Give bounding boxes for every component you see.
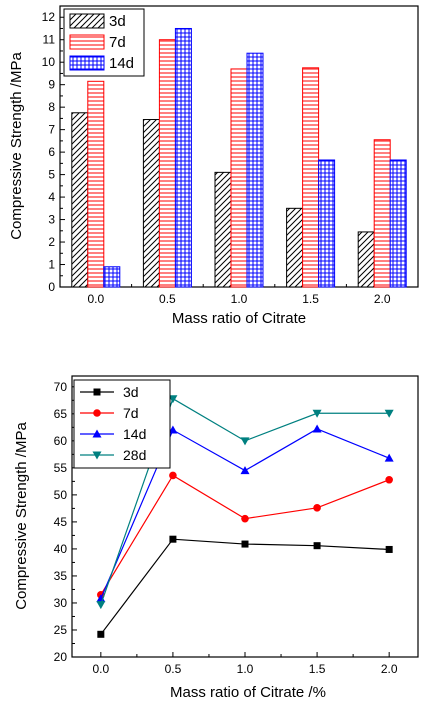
line-chart-legend-box — [73, 379, 171, 469]
line-chart-legend: 3d 7d 14d 28d — [73, 379, 171, 469]
y-tick-label: 3 — [48, 213, 55, 227]
y-tick-label: 20 — [54, 650, 68, 664]
y-tick-label: 45 — [54, 515, 68, 529]
y-tick-label: 9 — [48, 78, 55, 92]
line-chart-x-label: Mass ratio of Citrate /% — [170, 684, 326, 701]
data-point-28d-2 — [384, 409, 394, 418]
legend-swatch-7d — [69, 34, 105, 50]
legend-marker-28d — [92, 451, 102, 460]
y-tick-label: 65 — [54, 407, 68, 421]
bar-3d-0.0 — [71, 112, 89, 288]
bar-chart-legend: 3d 7d 14d — [63, 8, 145, 77]
line-chart-y-axis: 20 25 30 35 40 45 50 55 60 65 70 — [54, 380, 77, 664]
y-tick-label: 50 — [54, 488, 68, 502]
data-point-7d-1 — [241, 514, 249, 523]
y-tick-label: 8 — [48, 100, 55, 114]
x-tick-label: 2.0 — [381, 662, 398, 676]
x-tick-label: 1.0 — [237, 662, 254, 676]
y-tick-label: 2 — [48, 235, 55, 249]
legend-swatch-3d — [69, 13, 105, 29]
y-tick-label: 10 — [42, 55, 56, 69]
line-chart-series — [96, 395, 394, 638]
data-point-7d-0.5 — [169, 471, 177, 480]
y-tick-label: 60 — [54, 434, 68, 448]
y-tick-label: 6 — [48, 145, 55, 159]
bar-14d-0.0 — [103, 266, 121, 288]
legend-label-3d: 3d — [123, 384, 139, 400]
bar-7d-0.5 — [158, 39, 176, 288]
line-chart-y-label: Compressive Strength /MPa — [13, 422, 30, 610]
data-point-14d-1 — [240, 466, 250, 475]
x-tick-label: 1.5 — [302, 292, 319, 306]
bar-14d-2.0 — [389, 159, 407, 288]
y-tick-label: 5 — [48, 168, 55, 182]
y-tick-label: 55 — [54, 461, 68, 475]
data-point-7d-2 — [385, 475, 393, 484]
y-tick-label: 35 — [54, 569, 68, 583]
bar-14d-1.0 — [246, 52, 264, 288]
bar-7d-0.0 — [87, 80, 105, 288]
legend-label-7d: 7d — [123, 405, 139, 421]
data-point-14d-2 — [384, 453, 394, 462]
x-tick-label: 0.0 — [87, 292, 104, 306]
bar-3d-1.5 — [286, 207, 304, 288]
y-tick-label: 7 — [48, 123, 55, 137]
x-tick-label: 0.0 — [92, 662, 109, 676]
data-point-3d-2 — [385, 545, 393, 553]
data-point-14d-1.5 — [312, 424, 322, 433]
legend-marker-3d — [93, 388, 101, 396]
y-tick-label: 11 — [43, 33, 56, 47]
data-point-3d-0 — [97, 630, 105, 638]
x-tick-label: 1.0 — [231, 292, 248, 306]
legend-swatch-14d — [69, 55, 105, 71]
bar-7d-2.0 — [373, 139, 391, 288]
legend-label-14d: 14d — [123, 426, 146, 442]
x-tick-label: 0.5 — [165, 662, 182, 676]
y-tick-label: 30 — [54, 596, 68, 610]
legend-label-28d: 28d — [123, 447, 146, 463]
y-tick-label: 25 — [54, 623, 68, 637]
data-point-3d-0.5 — [169, 535, 177, 543]
data-point-28d-1 — [240, 437, 250, 446]
y-tick-label: 12 — [42, 10, 56, 24]
legend-marker-7d — [93, 409, 101, 417]
line-chart: 20 25 30 35 40 45 50 55 60 65 70 0.0 0.5 1.0 1.5 2.0 M… — [13, 375, 419, 701]
legend-marker-14d — [92, 429, 102, 438]
x-tick-label: 0.5 — [159, 292, 176, 306]
legend-label-14d: 14d — [109, 55, 134, 72]
data-point-14d-0 — [96, 594, 106, 603]
x-tick-label: 1.5 — [309, 662, 326, 676]
y-tick-label: 4 — [48, 190, 55, 204]
y-tick-label: 0 — [48, 280, 55, 294]
y-tick-label: 70 — [54, 380, 68, 394]
data-point-14d-0.5 — [168, 425, 178, 434]
data-point-28d-1.5 — [312, 409, 322, 418]
bar-chart-x-label: Mass ratio of Citrate — [172, 310, 306, 327]
bar-14d-1.5 — [318, 159, 336, 288]
bar-7d-1.5 — [302, 67, 320, 288]
bar-3d-2.0 — [357, 231, 375, 288]
bar-14d-0.5 — [174, 27, 192, 288]
legend-label-3d: 3d — [109, 13, 126, 30]
data-point-28d-0 — [96, 601, 106, 610]
x-tick-label: 2.0 — [374, 292, 391, 306]
bar-chart-bars — [71, 27, 407, 288]
bar-chart-y-label: Compressive Strength /MPa — [8, 52, 25, 240]
data-point-7d-1.5 — [313, 504, 321, 512]
data-point-3d-1.5 — [313, 542, 321, 550]
data-point-28d-0.5 — [168, 395, 178, 404]
series-line-3d — [100, 538, 390, 635]
y-tick-label: 40 — [54, 542, 68, 556]
legend-label-7d: 7d — [109, 34, 126, 51]
line-chart-x-axis: 0.0 0.5 1.0 1.5 2.0 — [92, 652, 398, 676]
bar-7d-1.0 — [230, 68, 248, 288]
bar-3d-1.0 — [214, 171, 232, 288]
bar-3d-0.5 — [142, 119, 160, 288]
y-tick-label: 1 — [48, 258, 55, 272]
data-point-3d-1 — [241, 540, 249, 548]
